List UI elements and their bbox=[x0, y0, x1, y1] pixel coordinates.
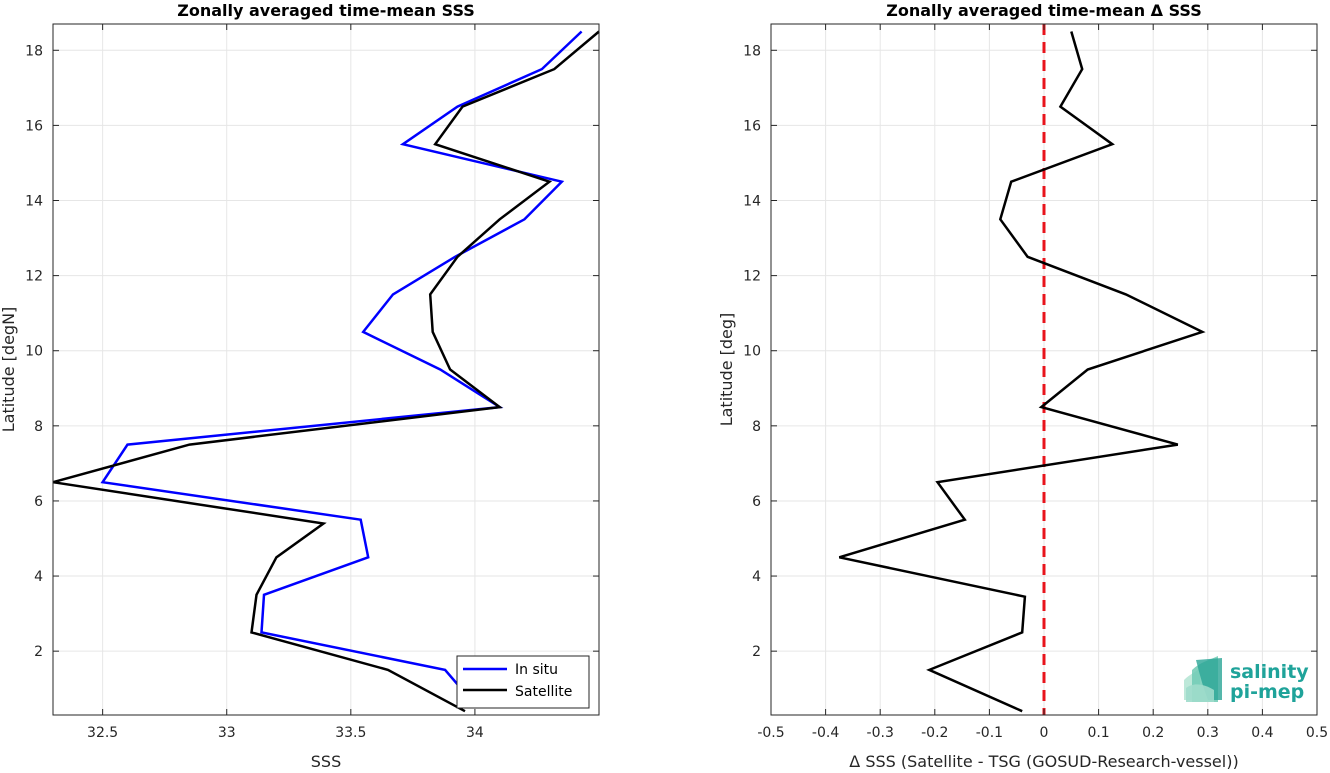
y-tick-label: 2 bbox=[752, 644, 761, 660]
delta-sss-panel: -0.5 -0.4 -0.3 -0.2 -0.1 0 0.1 0.2 0.3 0.4 0.5 2 4 6 8… bbox=[717, 1, 1328, 771]
logo-text-line2: pi-mep bbox=[1230, 681, 1304, 703]
legend-entry-satellite: Satellite bbox=[463, 684, 572, 700]
y-tick-label: 6 bbox=[752, 494, 761, 510]
y-tick-label: 12 bbox=[25, 269, 43, 285]
x-tick-label: 0.2 bbox=[1142, 725, 1164, 741]
x-tick-label: 32.5 bbox=[87, 725, 118, 741]
y-tick-label: 18 bbox=[25, 43, 43, 59]
wave-logo-icon bbox=[1184, 656, 1222, 702]
x-tick-label: -0.2 bbox=[921, 725, 948, 741]
series-line-satellite bbox=[52, 30, 600, 713]
y-tick-label: 12 bbox=[743, 269, 761, 285]
chart-title: Zonally averaged time-mean SSS bbox=[177, 1, 475, 20]
legend-label-in-situ: In situ bbox=[515, 662, 558, 678]
legend: In situ Satellite bbox=[456, 655, 590, 709]
x-tick-label: 34 bbox=[466, 725, 484, 741]
y-axis-label: Latitude [degN] bbox=[0, 307, 18, 433]
x-tick-label: 33.5 bbox=[335, 725, 366, 741]
x-tick-label: -0.3 bbox=[867, 725, 894, 741]
y-tick-label: 16 bbox=[25, 118, 43, 134]
y-tick-label: 14 bbox=[743, 194, 761, 210]
x-tick-label: -0.4 bbox=[812, 725, 839, 741]
legend-label-satellite: Satellite bbox=[515, 684, 572, 700]
y-tick-label: 8 bbox=[34, 419, 43, 435]
x-tick-label: 0 bbox=[1040, 725, 1049, 741]
y-tick-label: 10 bbox=[25, 344, 43, 360]
x-tick-label: 0.3 bbox=[1197, 725, 1219, 741]
x-tick-label: -0.5 bbox=[757, 725, 784, 741]
y-tick-label: 14 bbox=[25, 194, 43, 210]
series-line-delta-sss bbox=[838, 31, 1206, 713]
logo-text-line1: salinity bbox=[1230, 661, 1309, 683]
x-axis-label: Δ SSS (Satellite - TSG (GOSUD-Research-v… bbox=[849, 752, 1238, 769]
y-tick-label: 6 bbox=[34, 494, 43, 510]
x-tick-label: 0.4 bbox=[1251, 725, 1273, 741]
y-tick-label: 2 bbox=[34, 644, 43, 660]
plot-area bbox=[53, 24, 599, 715]
y-tick-label: 16 bbox=[743, 118, 761, 134]
y-tick-label: 4 bbox=[752, 569, 761, 585]
x-tick-label: -0.1 bbox=[976, 725, 1003, 741]
y-tick-label: 8 bbox=[752, 419, 761, 435]
y-tick-label: 10 bbox=[743, 344, 761, 360]
axes-box bbox=[52, 23, 600, 716]
salinity-pimep-logo: salinity pi-mep bbox=[1184, 656, 1309, 703]
series-line-in-situ bbox=[100, 30, 583, 709]
chart-title: Zonally averaged time-mean Δ SSS bbox=[886, 1, 1202, 20]
x-tick-label: 33 bbox=[218, 725, 236, 741]
x-axis-label: SSS bbox=[311, 752, 341, 769]
sss-panel: 32.5 33 33.5 34 2 4 6 8 10 12 14 16 18 Zonally averag… bbox=[0, 1, 600, 771]
y-tick-label: 4 bbox=[34, 569, 43, 585]
x-tick-label: 0.1 bbox=[1087, 725, 1109, 741]
legend-entry-in-situ: In situ bbox=[463, 662, 558, 678]
x-tick-label: 0.5 bbox=[1306, 725, 1328, 741]
y-tick-label: 18 bbox=[743, 43, 761, 59]
y-axis-label: Latitude [deg] bbox=[717, 313, 736, 427]
